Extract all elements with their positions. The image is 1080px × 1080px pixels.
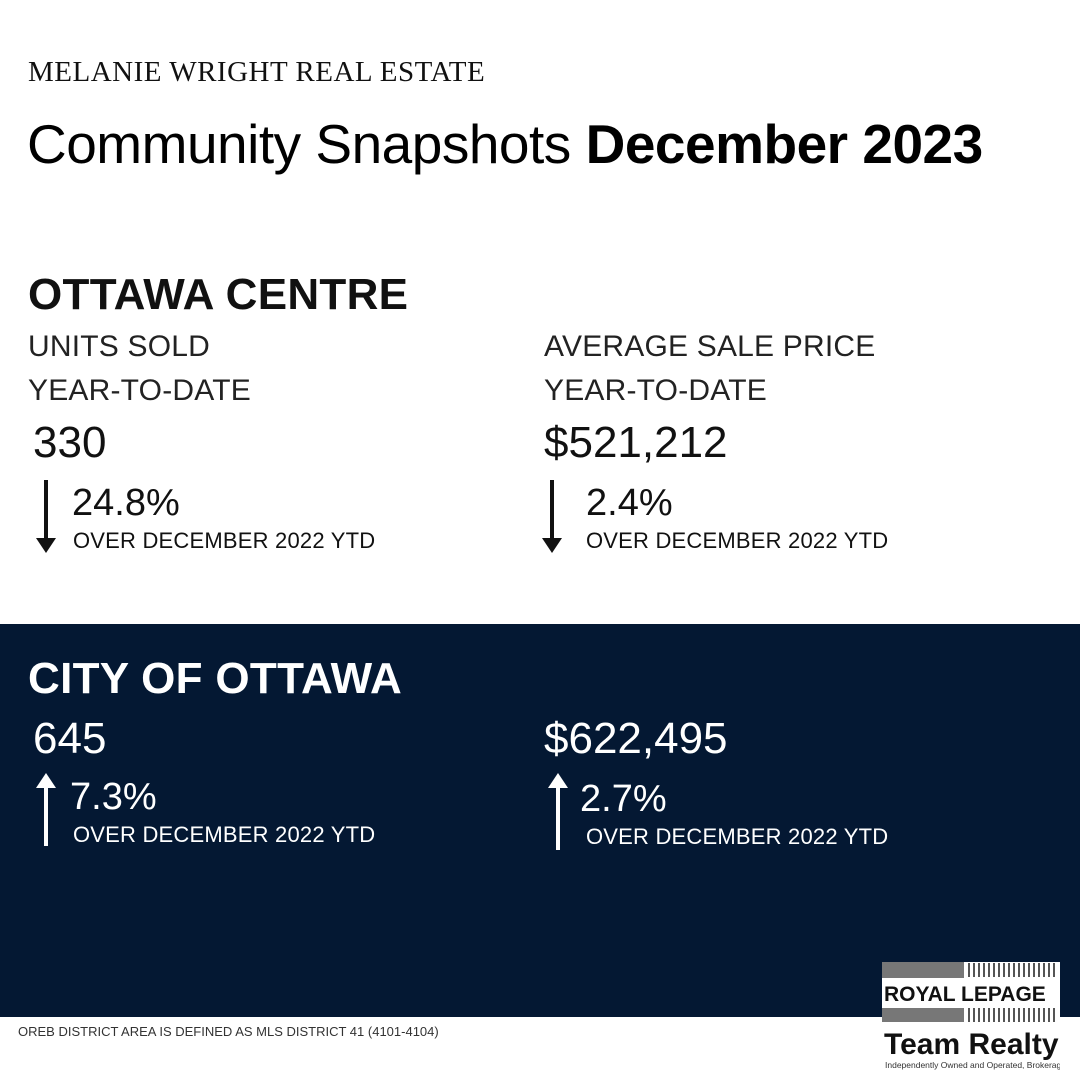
units-sold-value: 330 xyxy=(33,418,107,467)
city-price-change-value: 2.7% xyxy=(580,778,667,820)
down-arrow-icon xyxy=(540,480,564,554)
down-arrow-icon xyxy=(34,480,58,554)
footnote: OREB DISTRICT AREA IS DEFINED AS MLS DIS… xyxy=(18,1024,439,1039)
price-change-comparison: OVER DECEMBER 2022 YTD xyxy=(586,528,889,553)
city-units-value: 645 xyxy=(33,714,107,763)
units-period-label: YEAR-TO-DATE xyxy=(28,374,251,407)
page-title: Community Snapshots December 2023 xyxy=(27,112,983,176)
logo-line2: Team Realty xyxy=(884,1028,1059,1061)
logo-line3: Independently Owned and Operated, Broker… xyxy=(885,1060,1060,1070)
units-sold-label: UNITS SOLD xyxy=(28,330,211,363)
title-regular: Community Snapshots xyxy=(27,113,571,175)
section-heading-city-of-ottawa: CITY OF OTTAWA xyxy=(28,654,403,703)
brand-name: MELANIE WRIGHT REAL ESTATE xyxy=(28,56,486,88)
price-change-value: 2.4% xyxy=(586,482,673,524)
avg-price-value: $521,212 xyxy=(544,418,728,467)
royal-lepage-logo: ROYAL LEPAGE Team Realty Independently O… xyxy=(882,962,1060,1074)
city-units-change-value: 7.3% xyxy=(70,776,157,818)
city-price-change-comparison: OVER DECEMBER 2022 YTD xyxy=(586,824,889,849)
section-heading-ottawa-centre: OTTAWA CENTRE xyxy=(28,270,409,319)
units-change-comparison: OVER DECEMBER 2022 YTD xyxy=(73,528,376,553)
up-arrow-icon xyxy=(546,772,570,850)
units-change-value: 24.8% xyxy=(72,482,180,524)
avg-price-label: AVERAGE SALE PRICE xyxy=(544,330,876,363)
logo-line1: ROYAL LEPAGE xyxy=(884,983,1046,1006)
avg-price-period-label: YEAR-TO-DATE xyxy=(544,374,767,407)
up-arrow-icon xyxy=(34,772,58,846)
city-of-ottawa-band xyxy=(0,624,1080,1017)
city-units-change-comparison: OVER DECEMBER 2022 YTD xyxy=(73,822,376,847)
city-price-value: $622,495 xyxy=(544,714,728,763)
title-bold: December 2023 xyxy=(585,113,984,175)
